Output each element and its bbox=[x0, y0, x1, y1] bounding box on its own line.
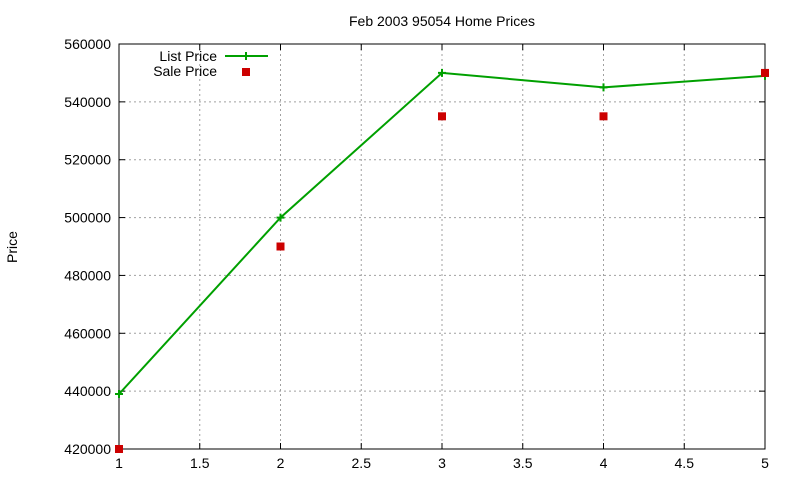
y-tick-label: 560000 bbox=[64, 36, 111, 52]
y-axis-tick-labels: 420000 440000 460000 480000 500000 520000 5400… bbox=[64, 36, 111, 457]
x-tick-label: 4 bbox=[600, 455, 608, 471]
x-tick-label: 1.5 bbox=[190, 455, 210, 471]
tick-marks bbox=[118, 43, 766, 450]
list-price-point bbox=[115, 390, 123, 399]
legend-plus-marker bbox=[242, 52, 250, 60]
y-tick-label: 480000 bbox=[64, 267, 111, 283]
x-tick-label: 2 bbox=[277, 455, 285, 471]
x-tick-label: 1 bbox=[115, 455, 123, 471]
y-tick-label: 500000 bbox=[64, 210, 111, 226]
grid-lines bbox=[119, 44, 765, 449]
y-tick-label: 420000 bbox=[64, 441, 111, 457]
y-axis-label: Price bbox=[4, 231, 20, 263]
y-tick-label: 540000 bbox=[64, 94, 111, 110]
series-layer bbox=[115, 68, 769, 453]
list-price-point bbox=[599, 83, 608, 92]
y-tick-label: 520000 bbox=[64, 152, 111, 168]
list-price-point bbox=[276, 213, 285, 222]
sale-price-point bbox=[115, 445, 123, 453]
sale-price-point bbox=[599, 112, 608, 121]
y-tick-label: 460000 bbox=[64, 325, 111, 341]
x-tick-label: 4.5 bbox=[675, 455, 695, 471]
sale-price-point bbox=[438, 112, 446, 121]
sale-price-point bbox=[276, 242, 285, 251]
x-tick-label: 3 bbox=[438, 455, 446, 471]
chart-title: Feb 2003 95054 Home Prices bbox=[349, 13, 535, 29]
list-price-point bbox=[438, 68, 446, 77]
x-axis-tick-labels: 1 1.5 2 2.5 3 3.5 4 4.5 5 bbox=[115, 455, 769, 471]
sale-price-point bbox=[761, 68, 769, 77]
legend-square-marker bbox=[242, 68, 250, 76]
y-tick-label: 440000 bbox=[64, 383, 111, 399]
legend-label-sale-price: Sale Price bbox=[153, 63, 217, 79]
legend-label-list-price: List Price bbox=[159, 48, 217, 64]
x-tick-label: 5 bbox=[761, 455, 769, 471]
x-tick-label: 2.5 bbox=[352, 455, 372, 471]
x-tick-label: 3.5 bbox=[513, 455, 533, 471]
